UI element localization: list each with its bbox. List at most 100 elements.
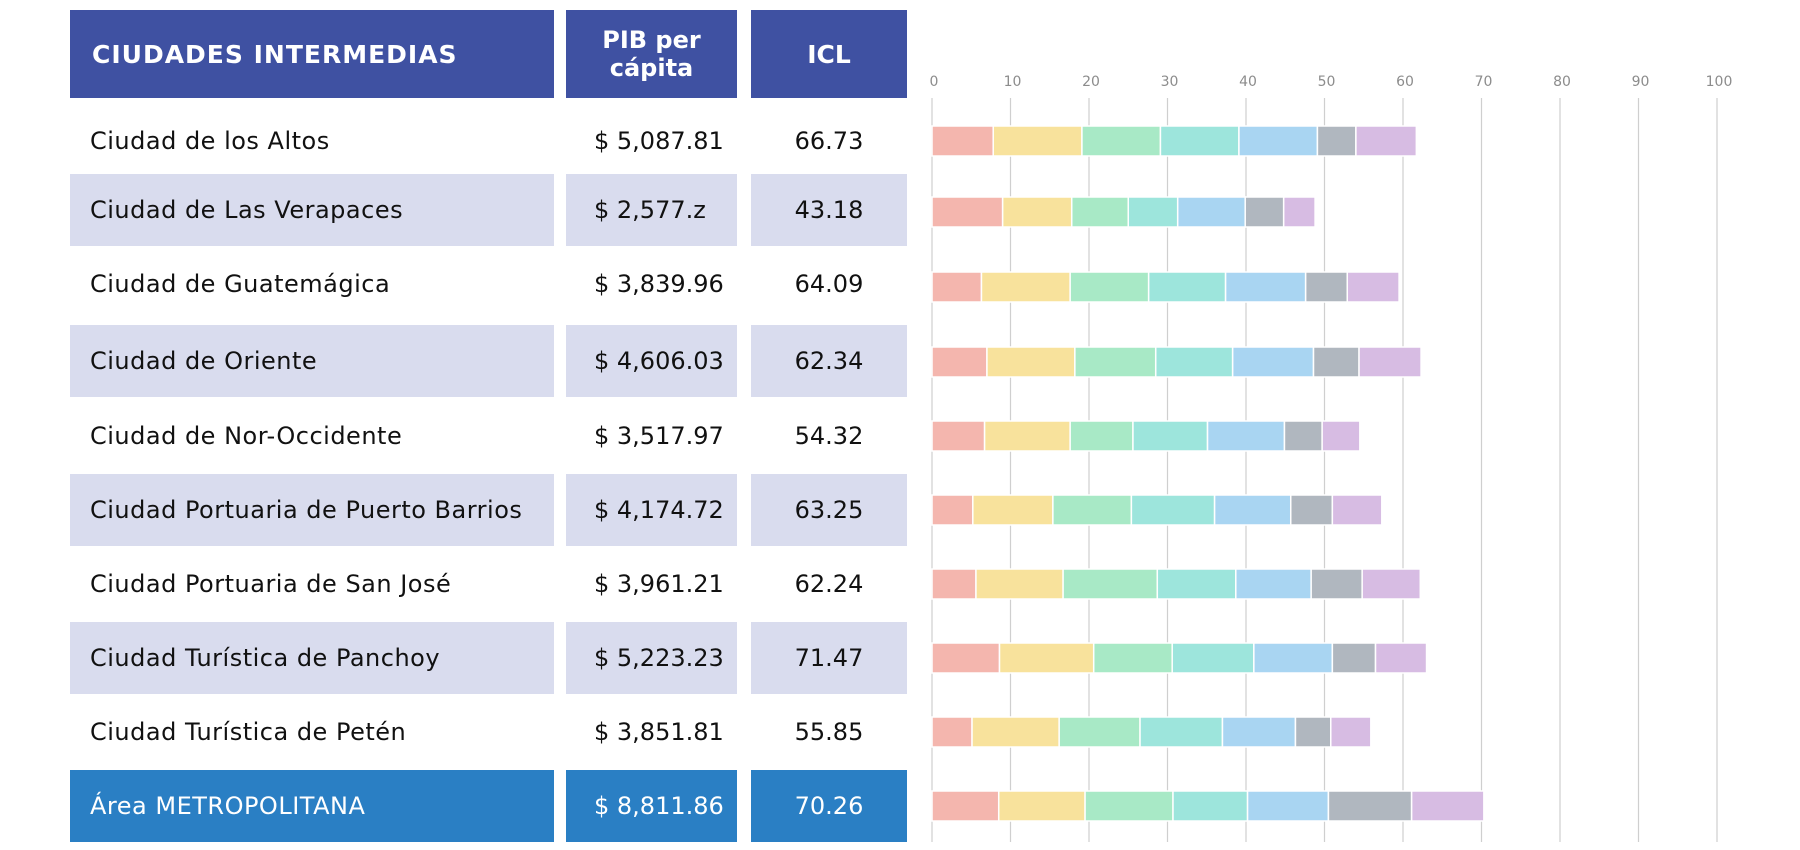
bar-segment <box>1074 346 1157 378</box>
bar-segment <box>1310 568 1363 600</box>
row-name: Ciudad de Oriente <box>70 325 554 397</box>
bar-segment <box>1327 790 1413 822</box>
row-icl: 64.09 <box>794 270 864 298</box>
bar-segment <box>1224 271 1307 303</box>
bar-segment <box>1304 271 1349 303</box>
bar-segment <box>1139 716 1224 748</box>
bar-segment <box>1001 196 1073 228</box>
bar-segment <box>931 568 977 600</box>
row-pib: $ 3,961.21 <box>594 570 724 598</box>
bar-segment <box>1171 642 1255 674</box>
row-name: Ciudad de Nor-Occidente <box>90 422 403 450</box>
bar-segment <box>983 420 1071 452</box>
bar-segment <box>1312 346 1360 378</box>
bar-segment <box>931 716 973 748</box>
x-tick-label: 20 <box>1082 74 1100 90</box>
row-pib: $ 2,577.z <box>566 174 737 246</box>
bar-segment <box>1213 494 1292 526</box>
row-pib: $ 3,517.97 <box>594 422 724 450</box>
row-name: Ciudad Portuaria de San José <box>90 570 452 598</box>
bar-segment <box>1410 790 1485 822</box>
row-icl: 62.24 <box>794 570 864 598</box>
bar-segment <box>1331 642 1377 674</box>
x-tick-label: 30 <box>1161 74 1179 90</box>
row-name: Ciudad de los Altos <box>90 127 330 155</box>
bar-segment <box>1231 346 1315 378</box>
row-pib: $ 3,839.96 <box>594 270 724 298</box>
header-pib-line2: cápita <box>609 54 694 82</box>
bar-segment <box>1282 196 1316 228</box>
row-pib: $ 5,087.81 <box>594 127 724 155</box>
row-icl: 66.73 <box>794 127 864 155</box>
bar-segment <box>1238 125 1319 157</box>
x-tick-label: 40 <box>1239 74 1257 90</box>
bar-segment <box>1081 125 1162 157</box>
row-pib: $ 3,851.81 <box>594 718 724 746</box>
bar-segment <box>975 568 1064 600</box>
bar-segment <box>1127 196 1179 228</box>
bar-segment <box>1289 494 1334 526</box>
x-tick-label: 0 <box>930 74 939 90</box>
row-icl: 55.85 <box>794 718 864 746</box>
bar-segment <box>1355 125 1418 157</box>
row-pib: $ 4,606.03 <box>566 325 737 397</box>
row-pib-metro: $ 8,811.86 <box>566 770 737 842</box>
bar-segment <box>931 346 988 378</box>
bar-segment <box>1130 494 1216 526</box>
bar-segment <box>1132 420 1209 452</box>
bar-segment <box>1172 790 1249 822</box>
bar-segment <box>931 125 994 157</box>
header-city: CIUDADES INTERMEDIAS <box>70 10 554 98</box>
bar-segment <box>1244 196 1285 228</box>
x-tick-label: 80 <box>1553 74 1571 90</box>
row-name: Ciudad de Guatemágica <box>90 270 391 298</box>
x-tick-label: 50 <box>1318 74 1336 90</box>
bar-segment <box>992 125 1083 157</box>
bar-segment <box>1069 420 1134 452</box>
bar-segment <box>980 271 1071 303</box>
bar-segment <box>1316 125 1357 157</box>
x-tick-label: 10 <box>1004 74 1022 90</box>
bar-segment <box>1321 420 1361 452</box>
bar-segment <box>931 271 983 303</box>
row-icl: 63.25 <box>751 474 907 546</box>
bar-segment <box>1159 125 1240 157</box>
bar-segment <box>1358 346 1422 378</box>
bar-segment <box>1361 568 1422 600</box>
bar-segment <box>931 790 1000 822</box>
header-pib: PIB per cápita <box>566 10 737 98</box>
bar-segment <box>1294 716 1332 748</box>
row-pib: $ 4,174.72 <box>566 474 737 546</box>
bar-segment <box>1092 642 1173 674</box>
row-icl: 54.32 <box>794 422 864 450</box>
bar-segment <box>1246 790 1330 822</box>
bar-segment <box>931 420 986 452</box>
bar-segment <box>1058 716 1141 748</box>
row-pib: $ 5,223.23 <box>566 622 737 694</box>
x-tick-label: 100 <box>1706 74 1733 90</box>
bar-segment <box>1330 716 1372 748</box>
bar-segment <box>1069 271 1150 303</box>
bar-segment <box>972 494 1054 526</box>
row-name: Ciudad Portuaria de Puerto Barrios <box>70 474 554 546</box>
row-name: Ciudad de Las Verapaces <box>70 174 554 246</box>
bar-segment <box>1176 196 1246 228</box>
bar-segment <box>1206 420 1286 452</box>
header-icl-label: ICL <box>807 39 851 69</box>
row-name: Ciudad Turística de Panchoy <box>70 622 554 694</box>
bar-segment <box>1253 642 1334 674</box>
bar-segment <box>931 494 974 526</box>
header-city-label: CIUDADES INTERMEDIAS <box>92 39 458 69</box>
bar-segment <box>1331 494 1383 526</box>
bar-segment <box>1374 642 1428 674</box>
row-icl-metro: 70.26 <box>751 770 907 842</box>
bar-segment <box>1235 568 1312 600</box>
row-icl: 43.18 <box>751 174 907 246</box>
bar-segment <box>1062 568 1159 600</box>
bar-segment <box>931 642 1001 674</box>
bar-segment <box>1283 420 1323 452</box>
row-icl: 71.47 <box>751 622 907 694</box>
bar-segment <box>997 790 1086 822</box>
row-name: Ciudad Turística de Petén <box>90 718 407 746</box>
